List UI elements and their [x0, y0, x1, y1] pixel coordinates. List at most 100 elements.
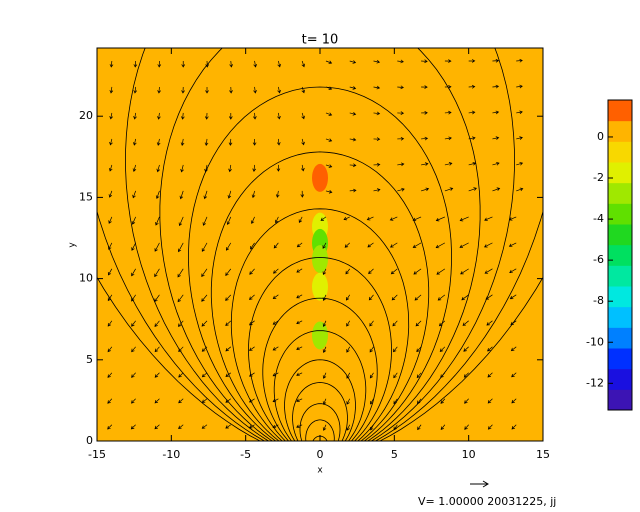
velocity-arrow: [322, 320, 327, 327]
velocity-arrow: [132, 164, 137, 172]
field-line: [284, 359, 356, 441]
velocity-arrow: [272, 294, 279, 300]
velocity-arrow: [154, 242, 160, 252]
x-tick-label: -15: [88, 448, 106, 461]
velocity-arrow: [181, 112, 185, 120]
velocity-arrow: [439, 346, 446, 352]
velocity-arrow: [131, 268, 136, 277]
velocity-arrow: [131, 320, 136, 327]
velocity-arrow: [154, 372, 160, 378]
velocity-arrow: [459, 242, 469, 248]
footer: V= 1.00000 20031225, jj: [418, 495, 556, 508]
velocity-arrow: [349, 60, 357, 64]
velocity-arrow: [107, 268, 113, 276]
velocity-arrow: [277, 86, 281, 94]
y-tick-label: 20: [79, 109, 93, 122]
velocity-arrow: [322, 294, 327, 301]
velocity-arrow: [510, 346, 517, 352]
velocity-arrow: [202, 216, 208, 226]
colorbar-band: [608, 327, 632, 349]
velocity-arrow: [132, 138, 137, 146]
velocity-arrow: [201, 398, 208, 404]
velocity-arrow: [274, 216, 279, 224]
colorbar-band: [608, 348, 632, 370]
velocity-arrow: [346, 346, 351, 353]
field-cell: [312, 163, 328, 192]
velocity-arrow: [440, 398, 446, 404]
velocity-arrow: [225, 398, 232, 403]
y-axis-label: y: [68, 242, 78, 248]
field-line: [292, 382, 348, 441]
x-tick-label: 0: [317, 448, 324, 461]
velocity-arrow: [107, 346, 113, 353]
colorbar-band: [608, 368, 632, 390]
velocity-arrow: [226, 216, 232, 225]
velocity-arrow: [107, 320, 113, 327]
y-tick-label: 15: [79, 190, 93, 203]
colorbar-band: [608, 203, 632, 225]
field-line: [97, 276, 543, 441]
velocity-arrow: [229, 60, 234, 68]
velocity-arrow: [108, 164, 113, 172]
velocity-arrow: [228, 112, 233, 120]
field-line: [305, 419, 335, 441]
velocity-arrow: [248, 398, 255, 403]
velocity-arrow: [276, 138, 281, 146]
velocity-arrow: [373, 162, 381, 167]
velocity-arrow: [416, 346, 422, 353]
plot-area: [97, 48, 543, 441]
velocity-arrow: [133, 112, 137, 120]
colorbar-tick-label: -2: [593, 171, 604, 184]
velocity-arrow: [392, 346, 398, 353]
velocity-arrow: [155, 190, 160, 200]
velocity-arrow: [225, 424, 231, 429]
velocity-arrow: [107, 398, 113, 404]
velocity-arrow: [296, 294, 303, 299]
velocity-arrow: [296, 398, 303, 402]
velocity-arrow: [444, 85, 452, 89]
velocity-arrow: [492, 136, 500, 140]
velocity-arrow: [468, 136, 476, 141]
velocity-arrow: [296, 372, 303, 377]
velocity-arrow: [272, 346, 279, 351]
velocity-arrow: [325, 164, 333, 168]
velocity-arrow: [249, 268, 255, 275]
velocity-arrow: [272, 424, 279, 429]
velocity-arrow: [322, 424, 327, 431]
velocity-arrow: [277, 60, 282, 68]
velocity-arrow: [516, 187, 524, 192]
velocity-arrow: [272, 372, 279, 377]
velocity-arrow: [179, 190, 184, 200]
velocity-arrow: [485, 294, 493, 300]
velocity-arrow: [373, 111, 381, 116]
velocity-arrow: [249, 346, 255, 351]
velocity-arrow: [390, 242, 398, 248]
velocity-arrow: [511, 424, 517, 430]
velocity-arrow: [516, 161, 524, 166]
colorbar-band: [608, 141, 632, 163]
velocity-arrow: [421, 162, 429, 166]
velocity-arrow: [178, 424, 184, 430]
velocity-arrow: [296, 268, 303, 273]
velocity-arrow: [178, 372, 184, 378]
velocity-arrow: [296, 424, 303, 428]
velocity-arrow: [369, 320, 374, 327]
velocity-arrow: [131, 372, 136, 378]
velocity-arrow: [272, 320, 279, 325]
velocity-arrow: [298, 216, 303, 223]
velocity-arrow: [252, 138, 257, 146]
velocity-arrow: [229, 86, 233, 94]
velocity-arrow: [201, 268, 208, 278]
velocity-arrow: [154, 346, 160, 353]
velocity-arrow: [415, 320, 422, 327]
velocity-arrow: [435, 216, 446, 222]
velocity-arrow: [416, 372, 422, 379]
velocity-arrow: [225, 372, 232, 377]
velocity-arrow: [516, 110, 523, 115]
field-line: [230, 208, 410, 441]
velocity-arrow: [109, 86, 114, 94]
colorbar-tick-label: -6: [593, 253, 604, 266]
velocity-arrow: [421, 85, 428, 89]
velocity-arrow: [393, 372, 398, 379]
